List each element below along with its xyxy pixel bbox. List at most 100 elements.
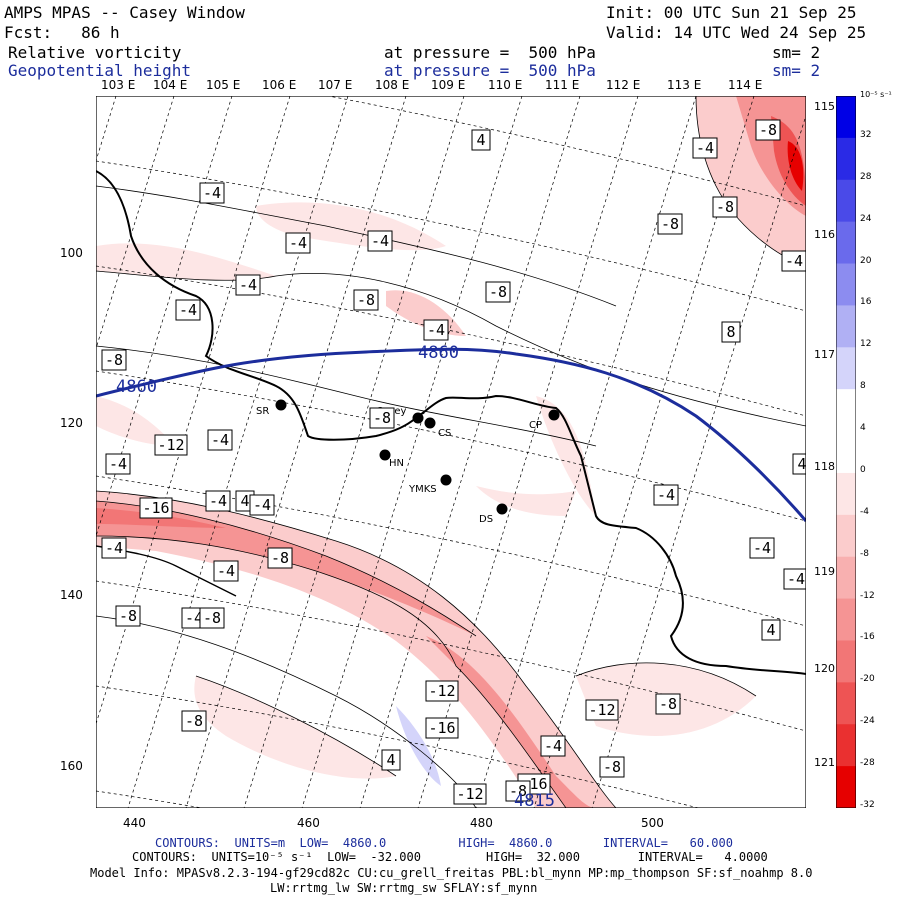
lon-label: 114 E (728, 78, 763, 92)
vorticity-label-text: -4 (253, 496, 271, 514)
colorbar-label: 20 (860, 255, 872, 266)
vorticity-label: -4 (367, 230, 393, 252)
y-tick-label: 160 (60, 759, 83, 773)
lon-label: 108 E (375, 78, 410, 92)
vorticity-label: -4 (423, 319, 449, 341)
vorticity-label: -4 (213, 560, 239, 582)
colorbar-segment (836, 137, 856, 181)
vorticity-label-text: -12 (428, 682, 455, 700)
station-marker (379, 449, 391, 461)
vorticity-label-text: -8 (489, 283, 507, 301)
station-label: CS (438, 428, 451, 439)
map-panel: SRCaseyCSHNYMKSDSCP 4-4-8-4-8-4-8-4-4-4-… (96, 96, 806, 808)
lon-label: 103 E (101, 78, 136, 92)
field1-name: Relative vorticity (8, 43, 182, 62)
vorticity-label-text: -4 (179, 301, 197, 319)
vorticity-label-text: -12 (456, 785, 483, 803)
meridian-line (301, 96, 523, 808)
vorticity-label-text: -8 (759, 121, 777, 139)
vorticity-label-group: 4 -4-8-4-8-4-8-4-4-4 -8-4-8-4 8-8-4-4-12-8-… (101, 119, 806, 805)
lon-label: 106 E (262, 78, 297, 92)
vorticity-label-text: -4 (211, 431, 229, 449)
vorticity-label-text: -8 (716, 198, 734, 216)
station-label: HN (389, 458, 404, 469)
lon-label: 109 E (431, 78, 466, 92)
colorbar-segment (836, 305, 856, 348)
parallel-line (96, 580, 806, 732)
station-label: CP (529, 420, 542, 431)
field1-level: at pressure = 500 hPa (384, 43, 596, 62)
meridian-line (96, 96, 233, 538)
height-label-group: 4860 4860 4815 (116, 343, 555, 808)
colorbar-segment (836, 179, 856, 223)
vorticity-label: -8 (505, 780, 531, 802)
vorticity-label: -4 (749, 537, 775, 559)
parallel-line (96, 160, 806, 312)
vorticity-label: -12 (453, 783, 487, 805)
x-tick-label: 500 (641, 816, 664, 830)
y-tick-label: 140 (60, 588, 83, 602)
vorticity-shading (96, 96, 806, 808)
vorticity-label-text: -8 (105, 351, 123, 369)
y-tick-label: 120 (60, 416, 83, 430)
vorticity-label: -8 (485, 281, 511, 303)
vorticity-label-text: 4 (766, 621, 775, 639)
colorbar-label: 16 (860, 297, 872, 308)
coastline (96, 170, 806, 675)
vorticity-label-text: -4 (185, 609, 203, 627)
vorticity-label-text: 4 (386, 751, 395, 769)
vorticity-label: -4 (653, 484, 679, 506)
vorticity-label: -8 (115, 605, 141, 627)
forecast-hour: Fcst: 86 h (4, 23, 120, 42)
vorticity-label: -4 (285, 232, 311, 254)
vorticity-label-text: 4 (476, 131, 485, 149)
vorticity-label-text: -8 (661, 215, 679, 233)
vorticity-label-text: -16 (142, 499, 169, 517)
vorticity-label: -8 (101, 349, 127, 371)
vorticity-label-text: -8 (203, 609, 221, 627)
vorticity-label: -8 (369, 407, 395, 429)
vorticity-label: -4 (105, 453, 131, 475)
vorticity-label: -8 (199, 607, 225, 629)
vorticity-label: -4 (207, 429, 233, 451)
height-contour-label: 4815 (514, 791, 555, 808)
vorticity-label: -8 (655, 693, 681, 715)
field2-smoothing: sm= 2 (772, 61, 821, 80)
vorticity-label-text: -4 (239, 276, 257, 294)
init-time: Init: 00 UTC Sun 21 Sep 25 (606, 3, 857, 22)
vorticity-label-text: -4 (289, 234, 307, 252)
vorticity-label: 4 (792, 453, 806, 475)
vorticity-label: -4 (101, 537, 127, 559)
colorbar-segment (836, 514, 856, 558)
colorbar-segment (836, 766, 856, 808)
colorbar-label: 8 (860, 381, 866, 392)
station-marker (548, 409, 560, 421)
colorbar-label: 24 (860, 213, 872, 224)
vorticity-label: -4 (235, 274, 261, 296)
field2-name: Geopotential height (8, 61, 192, 80)
vorticity-label-text: -8 (185, 712, 203, 730)
vorticity-label: -8 (181, 710, 207, 732)
colorbar-label: -16 (860, 632, 875, 643)
colorbar-label: -4 (860, 506, 869, 517)
field2-level: at pressure = 500 hPa (384, 61, 596, 80)
vorticity-label: -16 (425, 717, 459, 739)
vorticity-label: -12 (425, 680, 459, 702)
colorbar-segment (836, 598, 856, 641)
x-tick-label: 440 (123, 816, 146, 830)
meridian-line (475, 96, 697, 808)
colorbar-segment (836, 472, 856, 516)
station-marker (440, 474, 452, 486)
parallel-line (96, 475, 806, 627)
colorbar-segment (836, 221, 856, 265)
vorticity-label: -8 (353, 289, 379, 311)
colorbar (836, 96, 856, 808)
vorticity-label-text: -4 (105, 539, 123, 557)
colorbar-label: -8 (860, 548, 869, 559)
vorticity-label: -4 (781, 250, 806, 272)
meridian-line (243, 96, 465, 808)
vorticity-label-text: -8 (119, 607, 137, 625)
vorticity-label-text: -4 (217, 562, 235, 580)
vorticity-label-text: 4 (797, 455, 806, 473)
footer-height-contours: CONTOURS: UNITS=m LOW= 4860.0 HIGH= 4860… (155, 836, 733, 850)
